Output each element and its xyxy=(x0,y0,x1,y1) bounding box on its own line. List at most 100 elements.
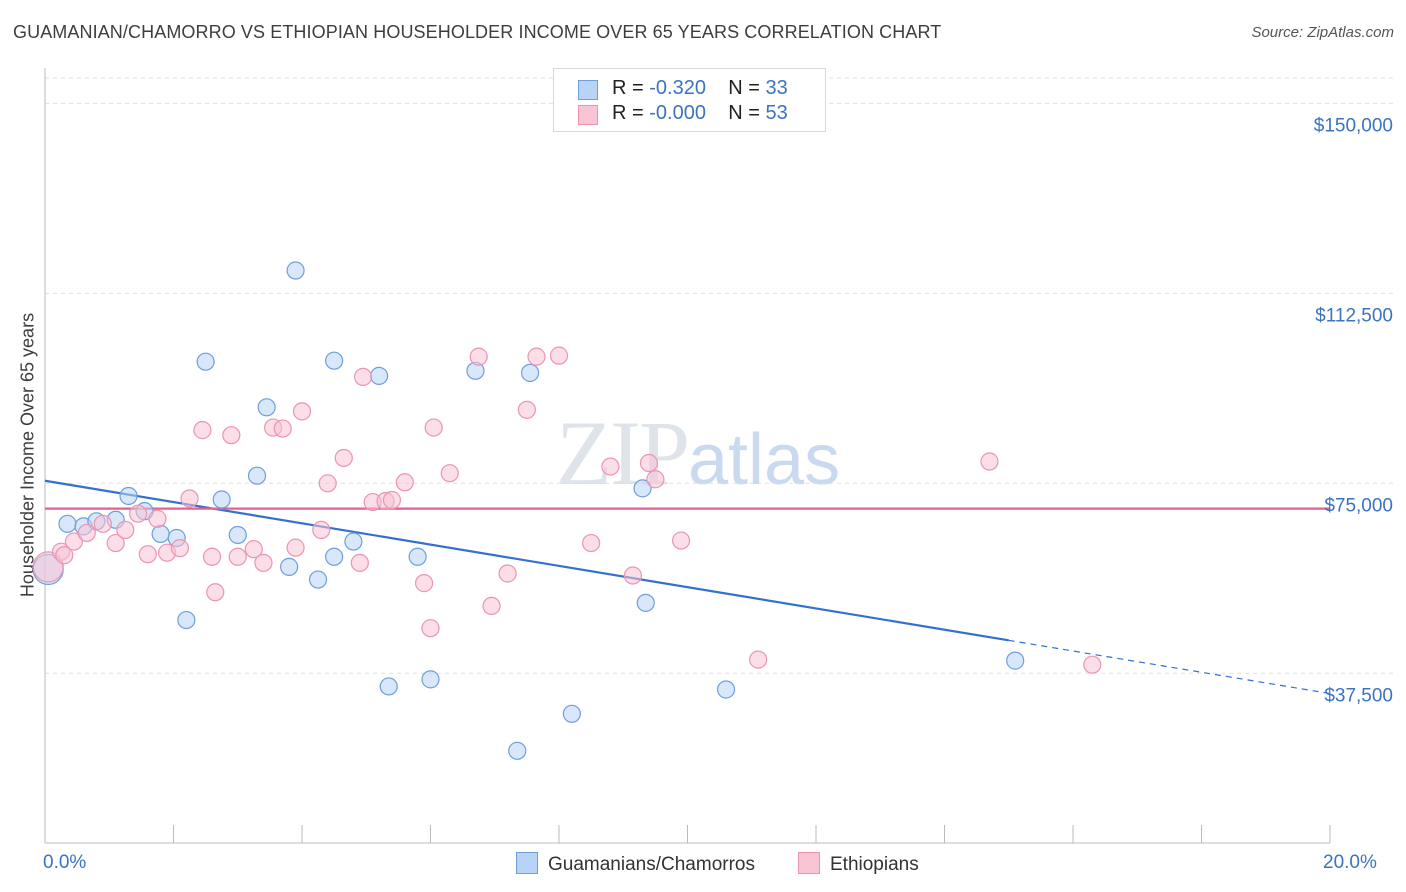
ethiopian-point xyxy=(202,547,222,566)
guamanian-point xyxy=(58,514,77,533)
ethiopian-point xyxy=(244,540,263,559)
ethiopian-point xyxy=(206,583,225,602)
guamanian-point xyxy=(247,466,267,485)
guamanian-point xyxy=(228,525,247,545)
legend-label-guamanians: Guamanians/Chamorros xyxy=(548,854,755,875)
y-tick-label: $112,500 xyxy=(1315,305,1393,326)
guamanian-point xyxy=(308,570,328,589)
guamanian-point xyxy=(151,524,170,544)
guamanian-point xyxy=(636,593,655,612)
guamanian-point xyxy=(716,680,736,699)
watermark-zip: ZIP xyxy=(556,402,690,504)
legend-swatch-pink xyxy=(798,852,820,874)
ethiopian-point xyxy=(148,509,167,528)
ethiopian-point xyxy=(193,421,212,440)
ethiopian-point xyxy=(639,453,659,473)
ethiopian-point xyxy=(623,566,642,585)
guamanian-point xyxy=(177,610,196,630)
guamanian-point xyxy=(562,704,581,723)
ethiopian-point xyxy=(106,533,125,553)
guamanian-point xyxy=(196,352,215,371)
ethiopian-point xyxy=(254,553,273,572)
legend-item-ethiopians: Ethiopians xyxy=(798,852,919,876)
guamanian-point xyxy=(325,351,344,370)
guamanian-point xyxy=(520,363,540,382)
legend-n-value: 33 xyxy=(765,77,788,99)
ethiopian-point xyxy=(32,551,64,583)
chart-title: GUAMANIAN/CHAMORRO VS ETHIOPIAN HOUSEHOL… xyxy=(13,22,942,42)
legend-r-value: -0.320 xyxy=(649,77,706,99)
ethiopian-point xyxy=(116,520,135,540)
guamanian-point xyxy=(286,261,305,280)
ethiopian-point xyxy=(93,514,112,533)
legend-swatch-blue xyxy=(516,852,538,874)
grid-lines xyxy=(45,77,1395,674)
ethiopian-point xyxy=(350,553,369,572)
guamanian-point xyxy=(257,398,276,417)
guamanian-point xyxy=(408,547,427,566)
trend-lines xyxy=(44,479,1331,695)
legend-n-label: N = xyxy=(728,102,766,124)
watermark: ZIPatlas xyxy=(556,400,840,506)
ethiopian-point xyxy=(312,520,331,540)
ethiopian-point xyxy=(77,523,96,543)
y-tick-labels: $150,000 $112,500 $75,000 $37,500 xyxy=(1314,115,1393,706)
ethiopian-point xyxy=(601,457,620,476)
legend-n-label: N = xyxy=(728,77,766,99)
stats-legend: R = -0.320 N = 33 R = -0.000 N = 53 xyxy=(553,68,826,132)
ethiopian-point xyxy=(292,402,312,421)
ethiopian-point xyxy=(395,473,414,492)
ethiopian-point xyxy=(424,418,443,437)
guamanian-point xyxy=(119,486,138,506)
ethiopian-point xyxy=(318,474,337,493)
ethiopian-point xyxy=(414,574,434,593)
guamanian-point xyxy=(1006,651,1025,670)
ethiopian-point xyxy=(980,452,999,471)
legend-swatch-pink xyxy=(578,105,598,125)
ethiopian-point xyxy=(469,347,488,366)
ethiopian-point xyxy=(646,470,665,489)
ethiopian-point xyxy=(64,532,84,551)
ethiopian-point xyxy=(498,564,517,583)
ethiopian-point xyxy=(334,448,353,468)
ethiopian-point xyxy=(129,504,148,523)
legend-label-ethiopians: Ethiopians xyxy=(830,854,919,875)
ethiopian-point xyxy=(353,367,373,387)
ethiopian-point xyxy=(55,546,74,565)
guamanian-point xyxy=(421,670,440,689)
y-tick-label: $150,000 xyxy=(1314,115,1393,136)
ethiopian-point xyxy=(170,539,190,558)
watermark-atlas: atlas xyxy=(688,420,841,500)
ethiopian-point xyxy=(671,531,691,550)
legend-n-value: 53 xyxy=(765,102,788,124)
ethiopian-point xyxy=(440,464,459,483)
ethiopian-point xyxy=(222,426,241,445)
guamanian-point xyxy=(508,741,527,760)
guamanian-point xyxy=(344,532,363,551)
ethiopian-point xyxy=(180,489,199,508)
x-axis-min-label: 0.0% xyxy=(43,852,87,873)
guamanian-point xyxy=(379,677,398,696)
ethiopian-point xyxy=(1083,655,1102,674)
guamanian-point xyxy=(212,490,231,509)
guamanian-point xyxy=(633,479,652,498)
legend-r-value: -0.000 xyxy=(649,102,706,124)
ethiopian-point xyxy=(228,547,247,566)
legend-item-guamanians: Guamanians/Chamorros xyxy=(516,852,755,876)
ethiopian-point xyxy=(138,545,157,564)
guamanian-trend-extension xyxy=(1008,639,1331,695)
ethiopian-point xyxy=(749,650,768,669)
ethiopian-point xyxy=(549,346,569,365)
guamanian-point xyxy=(370,366,389,385)
guamanian-point xyxy=(280,557,299,576)
y-tick-label: $37,500 xyxy=(1324,685,1393,706)
ethiopian-point xyxy=(286,538,305,557)
ethiopian-point xyxy=(527,347,546,366)
ethiopian-point xyxy=(273,419,292,438)
guamanian-trend-line xyxy=(44,479,1009,642)
x-axis-max-label: 20.0% xyxy=(1323,852,1377,873)
ethiopian-point xyxy=(517,400,536,419)
ethiopian-point xyxy=(482,596,501,616)
ethiopian-point xyxy=(582,533,601,553)
